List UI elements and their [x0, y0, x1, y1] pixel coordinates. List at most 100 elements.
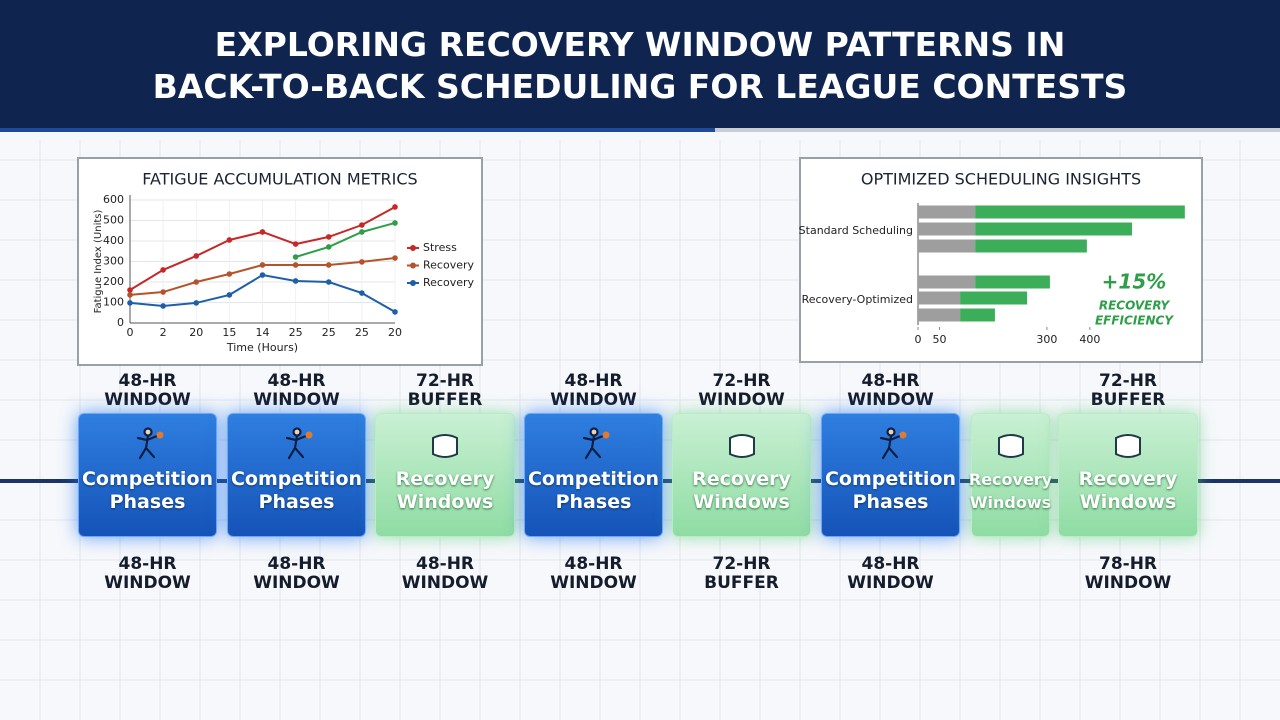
block-bottom-label: 78-HR WINDOW: [1084, 554, 1172, 593]
block-title: Competition Phases: [230, 468, 363, 513]
block-bottom-label: 48-HR WINDOW: [104, 554, 191, 593]
x-tick-label: 50: [932, 333, 946, 346]
bar-segment: [975, 205, 1185, 219]
timeline-block: Recovery Windows: [968, 413, 1053, 537]
y-tick-label: 200: [103, 275, 124, 288]
timeline-block: Competition Phases: [78, 413, 217, 537]
x-tick-label: 400: [1079, 333, 1100, 346]
marker: [259, 229, 266, 235]
marker: [359, 222, 365, 228]
x-tick-label: 0: [127, 326, 134, 339]
block-title: Recovery Windows: [968, 470, 1053, 512]
y-tick-label: 600: [103, 193, 124, 206]
x-tick-label: 15: [222, 326, 236, 339]
marker: [127, 287, 133, 293]
chart-title: FATIGUE ACCUMULATION METRICS: [142, 170, 417, 189]
marker: [226, 237, 233, 243]
y-tick-label: 300: [103, 255, 124, 268]
marker: [359, 290, 365, 296]
block-bottom-label: 48-HR WINDOW: [847, 554, 934, 593]
bar-segment: [918, 205, 976, 219]
block-bottom-label: 48-HR WINDOW: [253, 554, 340, 593]
y-tick-label: Standard Scheduling: [799, 224, 913, 237]
marker: [127, 300, 133, 306]
timeline-block: Competition Phases: [524, 413, 663, 537]
timeline-block: Competition Phases: [821, 413, 960, 537]
header-rule: [715, 128, 1280, 132]
x-tick-label: 20: [388, 326, 402, 339]
icon: [432, 434, 458, 458]
icon: [1115, 434, 1141, 458]
marker: [226, 292, 233, 298]
x-tick-label: 300: [1036, 333, 1057, 346]
block-top-label: 48-HR WINDOW: [847, 371, 934, 410]
marker: [193, 253, 200, 259]
marker: [259, 272, 266, 278]
block-top-label: 72-HR WINDOW: [698, 371, 785, 410]
marker: [392, 204, 398, 210]
x-axis-label: Time (Hours): [226, 341, 298, 354]
block-bottom-label: 48-HR WINDOW: [401, 554, 489, 593]
x-tick-label: 20: [189, 326, 203, 339]
legend-swatch: [410, 245, 416, 251]
marker: [292, 262, 299, 268]
bar-segment: [918, 222, 976, 236]
marker: [292, 278, 299, 284]
block-title: Competition Phases: [527, 468, 660, 513]
bar-segment: [975, 222, 1132, 236]
marker: [127, 292, 133, 298]
chart-title: OPTIMIZED SCHEDULING INSIGHTS: [861, 170, 1141, 189]
annotation: EFFICIENCY: [1095, 314, 1174, 328]
annotation: RECOVERY: [1099, 299, 1171, 313]
block-top-label: 48-HR WINDOW: [253, 371, 340, 410]
bar-segment: [918, 239, 976, 253]
marker: [226, 271, 233, 277]
timeline-block: Competition Phases: [227, 413, 366, 537]
legend-label: Recovery: [423, 259, 474, 272]
icon: [582, 427, 609, 460]
timeline-block: Recovery Windows: [672, 413, 811, 537]
block-top-label: 72-HR BUFFER: [407, 371, 483, 410]
block-title: Recovery Windows: [1078, 468, 1178, 513]
marker: [160, 267, 166, 273]
bar-segment: [975, 275, 1050, 289]
icon: [879, 427, 906, 460]
marker: [193, 279, 200, 285]
x-tick-label: 2: [160, 326, 167, 339]
series-line: [295, 221, 396, 258]
marker: [160, 289, 166, 295]
icon: [997, 434, 1024, 458]
marker: [359, 259, 365, 265]
header-rule: [0, 128, 715, 132]
block-title: Competition Phases: [824, 468, 957, 513]
block-title: Recovery Windows: [692, 468, 791, 513]
panel: [799, 157, 1203, 363]
marker: [325, 262, 332, 268]
bar-segment: [960, 308, 995, 322]
bar-segment: [960, 291, 1028, 305]
icon: [136, 427, 163, 460]
block-bottom-label: 48-HR WINDOW: [550, 554, 637, 593]
marker: [392, 309, 398, 315]
marker: [392, 220, 398, 226]
page-title: BACK-TO-BACK SCHEDULING FOR LEAGUE CONTE…: [153, 67, 1128, 106]
bar-segment: [918, 308, 961, 322]
marker: [325, 234, 332, 240]
legend-swatch: [410, 280, 416, 286]
marker: [259, 262, 266, 268]
legend-label: Stress: [423, 241, 457, 254]
legend-swatch: [410, 262, 416, 269]
header-band: [0, 0, 1280, 128]
page-title: EXPLORING RECOVERY WINDOW PATTERNS IN: [215, 25, 1066, 64]
y-tick-label: 0: [117, 316, 124, 329]
timeline-block: Recovery Windows: [375, 413, 515, 537]
marker: [325, 244, 332, 250]
y-tick-label: Recovery-Optimized: [802, 293, 913, 306]
marker: [160, 303, 166, 309]
marker: [292, 241, 299, 247]
annotation: +15%: [1102, 270, 1167, 294]
marker: [193, 300, 200, 306]
block-title: Competition Phases: [81, 468, 214, 513]
